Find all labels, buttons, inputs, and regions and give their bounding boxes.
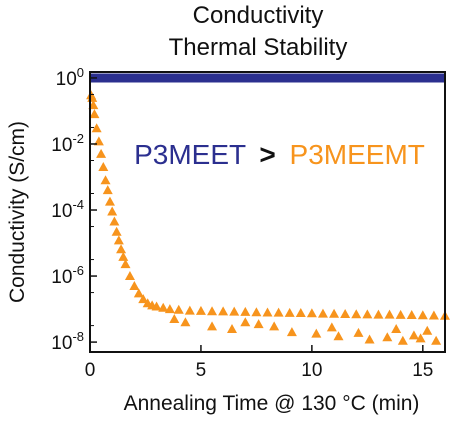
series-1-point <box>104 196 115 206</box>
series-1-point <box>333 331 344 341</box>
series-1-point <box>93 136 104 146</box>
series-layer <box>86 73 450 345</box>
series-1-point <box>284 307 295 317</box>
x-tick-label: 10 <box>301 360 322 381</box>
series-1-point <box>218 306 229 316</box>
series-1-point <box>353 327 364 337</box>
series-1-point <box>329 308 340 318</box>
series-1-point <box>173 304 184 314</box>
series-1-point <box>253 319 264 329</box>
series-1-point <box>207 306 218 316</box>
series-1-point <box>240 317 251 327</box>
series-1-point <box>408 330 419 340</box>
x-tick-label: 15 <box>412 360 433 381</box>
annotation-left-series: P3MEET <box>134 139 246 170</box>
series-1-point <box>164 304 175 314</box>
series-1-point <box>133 288 144 298</box>
series-1-point <box>98 162 109 172</box>
series-1-point <box>340 308 351 318</box>
chart-title-line-2: Thermal Stability <box>168 34 348 61</box>
series-1-point <box>138 294 149 304</box>
series-comparison-annotation: P3MEET > P3MEEMT <box>134 139 425 170</box>
y-tick-label: 10-8 <box>51 329 84 354</box>
series-1-point <box>111 226 122 236</box>
x-tick-label: 5 <box>196 360 207 381</box>
series-1-point <box>120 259 131 269</box>
series-1-point <box>428 310 439 320</box>
series-1-point <box>195 305 206 315</box>
series-1-point <box>96 148 107 158</box>
series-1-point <box>91 123 102 133</box>
series-1-point <box>180 317 191 327</box>
series-1-point <box>184 305 195 315</box>
series-1-point <box>391 323 402 333</box>
annotation-right-series: P3MEEMT <box>290 139 425 170</box>
y-tick-label: 10-6 <box>51 263 84 288</box>
series-1-point <box>382 332 393 342</box>
series-1-point <box>431 335 442 345</box>
x-axis-label: Annealing Time @ 130 °C (min) <box>124 392 420 415</box>
series-1-point <box>397 335 408 345</box>
series-1-point <box>306 308 317 318</box>
series-1-point <box>295 308 306 318</box>
series-1-point <box>373 309 384 319</box>
series-1-point <box>422 325 433 335</box>
series-1-point <box>269 321 280 331</box>
x-tick-label: 0 <box>85 360 96 381</box>
series-1-point <box>384 309 395 319</box>
series-1-point <box>107 206 118 216</box>
series-1-point <box>273 307 284 317</box>
y-tick-label: 10-2 <box>51 131 84 156</box>
series-1-point <box>116 244 127 254</box>
series-1-point <box>326 322 337 332</box>
series-1-point <box>240 306 251 316</box>
series-1-point <box>395 309 406 319</box>
series-1-point <box>364 334 375 344</box>
annotation-operator: > <box>259 139 275 170</box>
chart-title-line-1: Conductivity <box>192 2 324 29</box>
y-axis-label: Conductivity (S/cm) <box>6 121 29 303</box>
series-1-point <box>227 323 237 333</box>
series-1-point <box>113 235 124 245</box>
series-1-point <box>229 306 240 316</box>
series-1-point <box>169 314 180 324</box>
series-1-point <box>406 310 417 320</box>
series-1-point <box>124 271 135 281</box>
series-1-point <box>362 309 373 319</box>
series-1-point <box>251 307 262 317</box>
series-1-point <box>129 280 140 290</box>
series-1-point <box>317 308 328 318</box>
series-1-point <box>89 109 100 119</box>
series-1-point <box>351 309 362 319</box>
series-1-point <box>100 175 111 185</box>
plot-frame <box>89 71 446 353</box>
y-tick-label: 100 <box>56 65 84 90</box>
series-1-point <box>286 327 297 337</box>
series-1-point <box>415 333 426 343</box>
series-1-point <box>118 251 129 261</box>
series-1-point <box>311 328 322 338</box>
series-1-point <box>102 185 113 195</box>
chart-title: Conductivity Thermal Stability <box>93 0 423 64</box>
series-1-point <box>158 302 169 312</box>
ticks-layer: 0 5 10 15 100 10-2 10-4 10-6 10-8 <box>51 65 433 381</box>
series-1-point <box>207 321 218 331</box>
series-1-point <box>262 307 273 317</box>
series-1-point <box>417 310 428 320</box>
series-1-point <box>109 216 120 226</box>
series-1 <box>86 90 450 345</box>
series-1-point <box>151 301 162 311</box>
y-tick-label: 10-4 <box>51 197 84 222</box>
